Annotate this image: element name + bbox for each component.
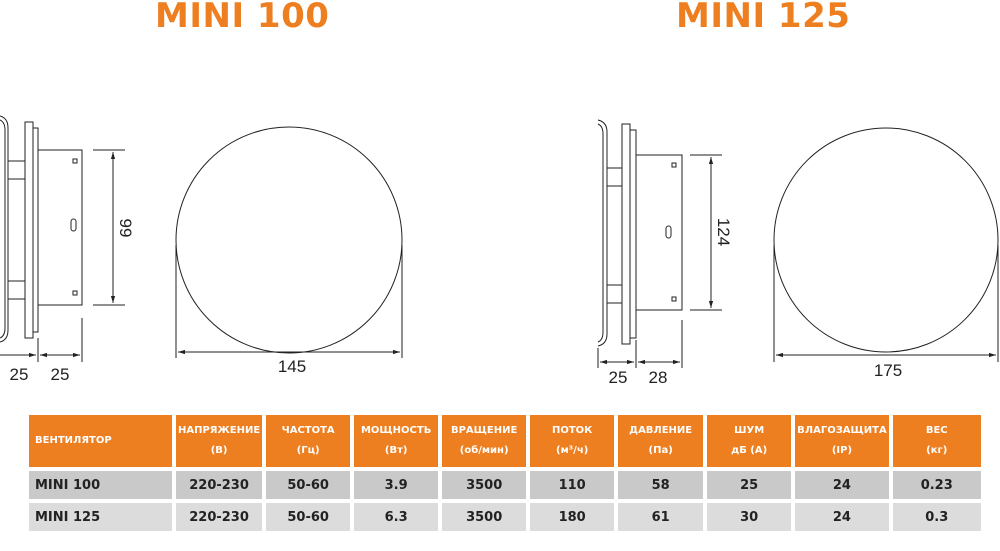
cell-voltage: 220-230 (176, 471, 263, 499)
cell-rotation: 3500 (442, 503, 527, 531)
mini-125-diameter-label: 175 (874, 361, 902, 380)
cell-airflow: 110 (530, 471, 615, 499)
cell-airflow: 180 (530, 503, 615, 531)
cell-rotation: 3500 (442, 471, 527, 499)
cell-weight: 0.23 (892, 471, 981, 499)
cell-pressure: 61 (618, 503, 704, 531)
cell-frequency: 50-60 (266, 471, 351, 499)
header-ip-rating: ВЛАГОЗАЩИТА (IP) (795, 415, 889, 467)
cell-model: MINI 100 (29, 471, 172, 499)
mini-100-back-depth-label: 25 (51, 365, 70, 384)
header-noise: ШУМ дБ (А) (707, 415, 792, 467)
cell-model: MINI 125 (29, 503, 172, 531)
table-row: MINI 125 220-230 50-60 6.3 3500 180 61 3… (29, 503, 981, 531)
cell-voltage: 220-230 (176, 503, 263, 531)
header-voltage: НАПРЯЖЕНИЕ (В) (176, 415, 263, 467)
cell-noise: 30 (707, 503, 792, 531)
specs-table: ВЕНТИЛЯТОР НАПРЯЖЕНИЕ (В) ЧАСТОТА (Гц) МОЩ… (25, 411, 985, 535)
header-power: МОЩНОСТЬ (Вт) (354, 415, 439, 467)
cell-ip-rating: 24 (795, 471, 889, 499)
table-header-row: ВЕНТИЛЯТОР НАПРЯЖЕНИЕ (В) ЧАСТОТА (Гц) МОЩ… (29, 415, 981, 467)
header-weight: ВЕС (кг) (892, 415, 981, 467)
technical-drawings: 99 25 25 145 124 25 28 175 (0, 115, 999, 387)
header-airflow: ПОТОК (м³/ч) (530, 415, 615, 467)
mini-100-front-depth-label: 25 (10, 365, 29, 384)
title-mini-125: MINI 125 (676, 0, 851, 36)
cell-noise: 25 (707, 471, 792, 499)
mini-100-diameter-label: 145 (278, 357, 306, 376)
header-fan: ВЕНТИЛЯТОР (29, 415, 172, 467)
mini-125-front-view (773, 127, 999, 362)
cell-power: 6.3 (354, 503, 439, 531)
cell-weight: 0.3 (892, 503, 981, 531)
mini-100-side-view (0, 115, 125, 362)
mini-125-back-depth-label: 28 (649, 368, 668, 387)
header-frequency: ЧАСТОТА (Гц) (266, 415, 351, 467)
cell-ip-rating: 24 (795, 503, 889, 531)
cell-frequency: 50-60 (266, 503, 351, 531)
cell-pressure: 58 (618, 471, 704, 499)
cell-power: 3.9 (354, 471, 439, 499)
mini-125-height-label: 124 (714, 218, 733, 246)
mini-100-front-view (175, 126, 403, 358)
title-mini-100: MINI 100 (155, 0, 330, 36)
table-row: MINI 100 220-230 50-60 3.9 3500 110 58 2… (29, 471, 981, 499)
mini-125-front-depth-label: 25 (609, 368, 628, 387)
header-pressure: ДАВЛЕНИЕ (Па) (618, 415, 704, 467)
mini-125-side-view (597, 119, 722, 368)
mini-100-height-label: 99 (116, 219, 135, 238)
header-rotation: ВРАЩЕНИЕ (об/мин) (442, 415, 527, 467)
